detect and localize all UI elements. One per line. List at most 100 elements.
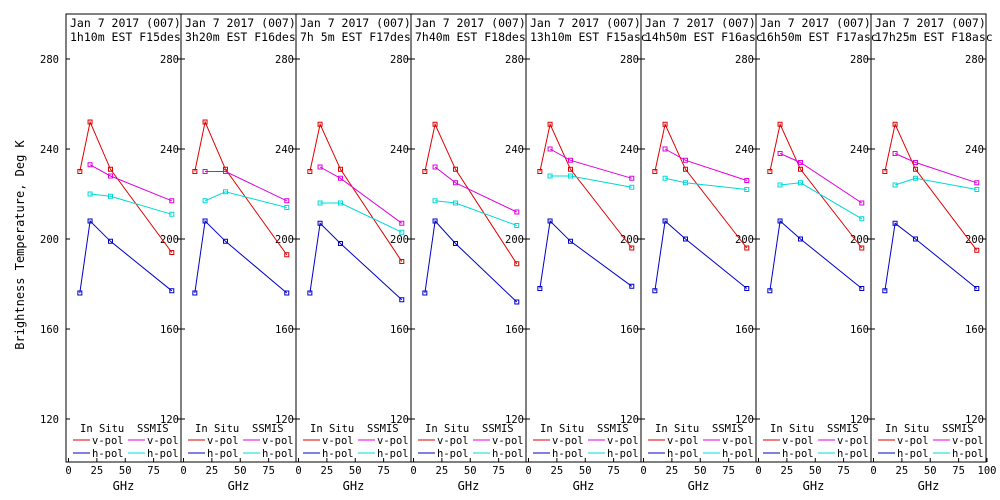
- legend-insitu-v-label: v-pol: [207, 435, 239, 447]
- series-line-insitu_h: [539, 219, 633, 289]
- legend-insitu-v-label: v-pol: [437, 435, 469, 447]
- x-tick-label: 75: [492, 465, 505, 477]
- point-insitu_h: [284, 290, 290, 296]
- legend-ssmis-v-label: v-pol: [147, 435, 179, 447]
- y-tick-label: 200: [275, 234, 294, 246]
- y-tick-label: 120: [620, 414, 639, 426]
- point-insitu_h: [222, 238, 228, 244]
- point-insitu_h: [767, 288, 773, 294]
- x-tick-label: 25: [666, 465, 679, 477]
- x-tick-label: 50: [119, 465, 132, 477]
- panel-4: Jan 7 2017 (007)7h40m EST F18des 120 160 20…: [410, 13, 527, 493]
- series-line-insitu_v: [654, 122, 748, 249]
- panel-6: Jan 7 2017 (007)14h50m EST F16asc 120 160 2…: [640, 13, 763, 493]
- panel-title-date: Jan 7 2017 (007): [185, 16, 296, 30]
- point-insitu_v: [629, 245, 635, 251]
- x-tick-label: 0: [525, 465, 531, 477]
- y-tick-label: 280: [275, 54, 294, 66]
- panel-title-date: Jan 7 2017 (007): [760, 16, 871, 30]
- point-ssmis_h: [284, 205, 290, 210]
- legend-ssmis-v-label: v-pol: [952, 435, 984, 447]
- legend-insitu-h-label: h-pol: [207, 448, 239, 460]
- legend-ssmis-header: SSMIS: [597, 423, 629, 435]
- x-tick-label: 75: [377, 465, 390, 477]
- legend-insitu-v-label: v-pol: [552, 435, 584, 447]
- point-insitu_h: [87, 218, 93, 224]
- point-insitu_v: [892, 121, 898, 127]
- panel-title-time: 3h20m EST F16des: [185, 30, 296, 44]
- point-insitu_h: [514, 299, 520, 305]
- legend-insitu-header: In Situ: [425, 423, 469, 435]
- outer-y-tick-label: 160: [40, 324, 59, 336]
- point-insitu_v: [744, 245, 750, 251]
- y-tick-label: 200: [505, 234, 524, 246]
- series-line-insitu_v: [769, 122, 863, 249]
- series-line-ssmis_h: [780, 182, 863, 220]
- series-line-insitu_v: [539, 122, 633, 249]
- x-tick-label: 0: [295, 465, 301, 477]
- point-insitu_v: [682, 166, 688, 172]
- point-ssmis_v: [859, 200, 865, 206]
- panel-title-date: Jan 7 2017 (007): [70, 16, 181, 30]
- legend-ssmis-h-label: h-pol: [262, 448, 294, 460]
- legend-ssmis-v-label: v-pol: [837, 435, 869, 447]
- legend-ssmis-header: SSMIS: [252, 423, 284, 435]
- legend-ssmis-h-label: h-pol: [837, 448, 869, 460]
- legend-insitu-v-label: v-pol: [92, 435, 124, 447]
- point-insitu_v: [537, 169, 543, 174]
- point-ssmis_h: [892, 182, 898, 188]
- point-ssmis_v: [432, 164, 438, 170]
- panel-title-date: Jan 7 2017 (007): [530, 16, 641, 30]
- x-tick-label: 0: [870, 465, 876, 477]
- series-line-ssmis_v: [205, 171, 288, 202]
- point-insitu_v: [317, 121, 323, 127]
- point-ssmis_v: [284, 198, 290, 204]
- point-ssmis_h: [452, 200, 458, 206]
- point-insitu_v: [974, 247, 980, 253]
- x-tick-label: 25: [781, 465, 794, 477]
- x-axis-label: GHz: [228, 479, 250, 493]
- y-tick-label: 280: [620, 54, 639, 66]
- panels-group: Jan 7 2017 (007)1h10m EST F15des12016020…: [40, 13, 997, 493]
- x-tick-label: 25: [321, 465, 334, 477]
- series-line-ssmis_h: [90, 193, 172, 215]
- x-tick-label: 25: [91, 465, 104, 477]
- x-tick-label: 75: [722, 465, 735, 477]
- outer-y-tick-label: 240: [40, 144, 59, 156]
- point-ssmis_h: [87, 191, 93, 197]
- point-insitu_h: [337, 241, 343, 246]
- x-tick-label: 0: [755, 465, 761, 477]
- y-tick-label: 160: [850, 324, 869, 336]
- y-tick-label: 120: [505, 414, 524, 426]
- point-ssmis_h: [662, 175, 668, 181]
- point-ssmis_v: [777, 151, 783, 156]
- legend-ssmis-h-label: h-pol: [607, 448, 639, 460]
- point-insitu_v: [192, 169, 198, 174]
- legend-insitu-header: In Situ: [80, 423, 124, 435]
- point-insitu_v: [432, 121, 438, 127]
- point-ssmis_h: [399, 229, 405, 235]
- x-tick-label: 100: [978, 465, 997, 477]
- y-tick-label: 120: [275, 414, 294, 426]
- y-tick-label: 280: [965, 54, 984, 66]
- legend-ssmis-v-label: v-pol: [262, 435, 294, 447]
- series-line-insitu_v: [194, 120, 288, 256]
- point-ssmis_v: [317, 164, 323, 170]
- series-line-insitu_v: [424, 122, 518, 265]
- point-ssmis_v: [629, 175, 635, 181]
- legend-ssmis-h-label: h-pol: [722, 448, 754, 460]
- series-line-ssmis_h: [664, 177, 747, 190]
- point-ssmis_h: [744, 187, 750, 192]
- legend-insitu-header: In Situ: [310, 423, 354, 435]
- legend-ssmis-v-label: v-pol: [607, 435, 639, 447]
- point-ssmis_h: [222, 189, 228, 195]
- x-tick-label: 0: [410, 465, 416, 477]
- point-ssmis_v: [337, 175, 343, 181]
- legend-insitu-header: In Situ: [770, 423, 814, 435]
- point-insitu_v: [797, 166, 803, 172]
- series-line-ssmis_h: [435, 200, 517, 226]
